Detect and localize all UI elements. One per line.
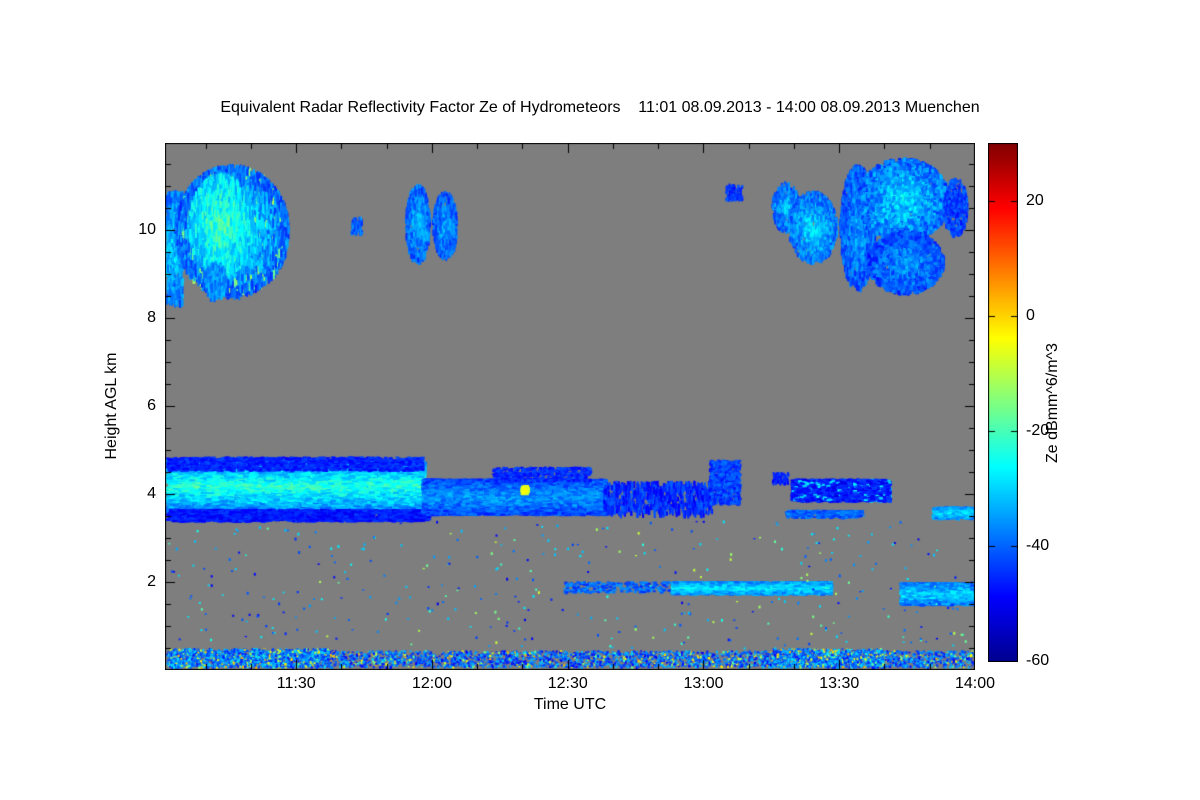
colorbar-tick-label: 0 bbox=[1026, 306, 1035, 324]
x-tick-label: 12:30 bbox=[547, 675, 588, 692]
colorbar-tick-label: -60 bbox=[1026, 652, 1050, 669]
y-tick-label: 4 bbox=[147, 484, 156, 502]
x-tick-label: 13:30 bbox=[819, 675, 860, 692]
colorbar-tick-label: -40 bbox=[1026, 536, 1050, 554]
y-axis-label: Height AGL km bbox=[103, 352, 120, 460]
chart-title: Equivalent Radar Reflectivity Factor Ze … bbox=[220, 99, 980, 116]
x-tick-label: 14:00 bbox=[954, 675, 996, 692]
colorbar-tick-label: 20 bbox=[1026, 191, 1044, 209]
colorbar-tick-label: -20 bbox=[1026, 421, 1050, 439]
y-tick-label: 10 bbox=[138, 220, 156, 238]
heatmap-canvas bbox=[165, 143, 975, 670]
x-axis-label: Time UTC bbox=[533, 696, 607, 713]
colorbar: 20 0 -20 -40 -60 bbox=[988, 143, 1049, 669]
y-tick-label: 6 bbox=[147, 396, 156, 414]
x-tick-label: 12:00 bbox=[411, 675, 452, 692]
y-tick-label: 2 bbox=[147, 572, 156, 590]
x-tick-label: 11:30 bbox=[276, 675, 316, 692]
colorbar-axis-label: Ze dBmm^6/m^3 bbox=[1044, 343, 1061, 463]
y-tick-label: 8 bbox=[147, 308, 156, 326]
x-tick-label: 13:00 bbox=[683, 675, 724, 692]
colorbar-canvas bbox=[988, 143, 1018, 662]
heatmap-plot-area: 11:30 12:00 12:30 13:00 13:30 14:00 2 4 6 8 10 bbox=[138, 143, 995, 692]
